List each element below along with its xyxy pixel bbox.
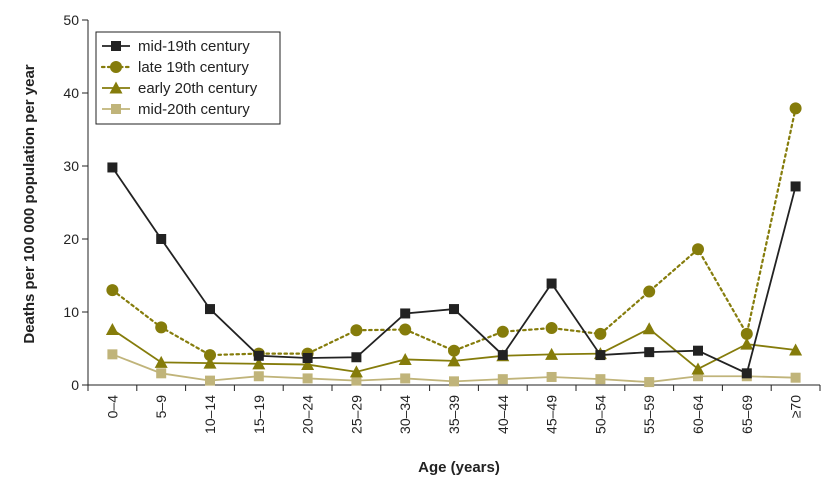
legend-label: late 19th century <box>138 59 249 76</box>
x-tick-label: 30–34 <box>397 395 413 434</box>
data-point <box>448 344 460 357</box>
x-tick-label: 25–29 <box>348 395 364 434</box>
data-point <box>545 347 559 360</box>
x-tick-label: 35–39 <box>446 395 462 434</box>
data-point <box>203 356 217 369</box>
y-tick-label: 30 <box>63 158 79 174</box>
data-point <box>105 323 119 336</box>
data-point <box>692 243 704 256</box>
data-point <box>449 376 459 387</box>
y-axis-title: Deaths per 100 000 population per year <box>21 64 38 343</box>
legend-marker <box>109 81 123 94</box>
data-point <box>594 327 607 340</box>
data-point <box>155 321 168 334</box>
y-tick-label: 10 <box>63 304 79 320</box>
data-point <box>398 352 412 365</box>
data-point <box>399 323 412 336</box>
data-point <box>595 350 606 361</box>
y-axis-ticks: 0 10 20 30 40 50 <box>63 12 88 393</box>
data-point <box>497 350 508 361</box>
x-axis-ticks: 0–4 5–9 10–14 15–19 20–24 25–29 30–34 35–39 40–4… <box>87 385 821 434</box>
x-tick-label: 20–24 <box>300 395 316 434</box>
data-point <box>253 371 264 382</box>
series-line <box>111 166 797 375</box>
y-tick-label: 40 <box>63 85 79 101</box>
legend-marker <box>111 41 121 51</box>
legend-marker <box>110 61 122 73</box>
data-point <box>400 308 411 319</box>
data-point <box>106 284 119 297</box>
data-point <box>545 322 558 335</box>
data-point <box>644 377 655 388</box>
data-point <box>789 102 802 115</box>
data-point <box>400 373 411 384</box>
series-line <box>111 107 797 357</box>
data-point <box>204 349 216 362</box>
data-point <box>693 371 703 382</box>
data-point <box>349 365 363 378</box>
series-late-19th-century <box>106 102 802 362</box>
data-point <box>205 375 215 386</box>
x-tick-label: ≥70 <box>788 395 804 418</box>
data-point <box>693 345 703 356</box>
y-tick-label: 20 <box>63 231 79 247</box>
legend: mid-19th century late 19th century early 2… <box>95 31 281 125</box>
data-point <box>350 324 363 337</box>
x-tick-label: 65–69 <box>739 395 755 434</box>
data-point <box>252 357 266 370</box>
legend-entry-mid-20th-century: mid-20th century <box>102 101 250 118</box>
data-point <box>205 304 215 315</box>
data-point <box>154 355 168 368</box>
series-mid-19th-century <box>107 162 801 379</box>
x-tick-label: 55–59 <box>641 395 657 434</box>
x-tick-label: 50–54 <box>592 395 608 434</box>
data-point <box>156 368 167 379</box>
data-point <box>642 322 656 335</box>
data-point <box>595 374 606 385</box>
data-point <box>643 285 656 298</box>
legend-label: early 20th century <box>138 80 258 97</box>
x-tick-label: 45–49 <box>544 395 560 434</box>
data-point <box>546 371 557 382</box>
data-point <box>790 372 801 383</box>
data-point <box>790 181 801 192</box>
legend-marker <box>111 104 121 114</box>
data-point <box>107 162 118 173</box>
data-point <box>107 349 118 360</box>
x-tick-label: 60–64 <box>690 395 706 434</box>
x-axis-title: Age (years) <box>418 459 500 476</box>
legend-entry-early-20th-century: early 20th century <box>102 80 258 97</box>
data-point <box>644 347 655 358</box>
legend-entry-mid-19th-century: mid-19th century <box>102 38 250 55</box>
data-point <box>740 337 754 350</box>
data-point <box>253 350 264 361</box>
legend-label: mid-20th century <box>138 101 250 118</box>
data-point <box>740 327 753 340</box>
data-point <box>447 354 461 367</box>
y-tick-label: 0 <box>71 377 79 393</box>
data-point <box>691 362 705 375</box>
data-point <box>789 343 803 356</box>
legend-label: mid-19th century <box>138 38 250 55</box>
data-point <box>302 373 313 384</box>
series-group <box>105 102 803 388</box>
data-point <box>449 304 459 315</box>
x-tick-label: 40–44 <box>495 395 511 434</box>
x-tick-label: 15–19 <box>251 395 267 434</box>
data-point <box>496 325 509 338</box>
x-tick-label: 10–14 <box>202 395 218 434</box>
data-point <box>497 374 508 385</box>
data-point <box>302 352 313 363</box>
data-point <box>546 278 557 289</box>
y-tick-label: 50 <box>63 12 79 28</box>
data-point <box>156 234 167 244</box>
x-tick-label: 5–9 <box>153 395 169 419</box>
data-point <box>301 358 315 371</box>
legend-entry-late-19th-century: late 19th century <box>100 59 249 76</box>
data-point <box>351 375 362 386</box>
x-tick-label: 0–4 <box>104 395 120 419</box>
data-point <box>351 352 362 363</box>
data-point <box>741 368 752 379</box>
